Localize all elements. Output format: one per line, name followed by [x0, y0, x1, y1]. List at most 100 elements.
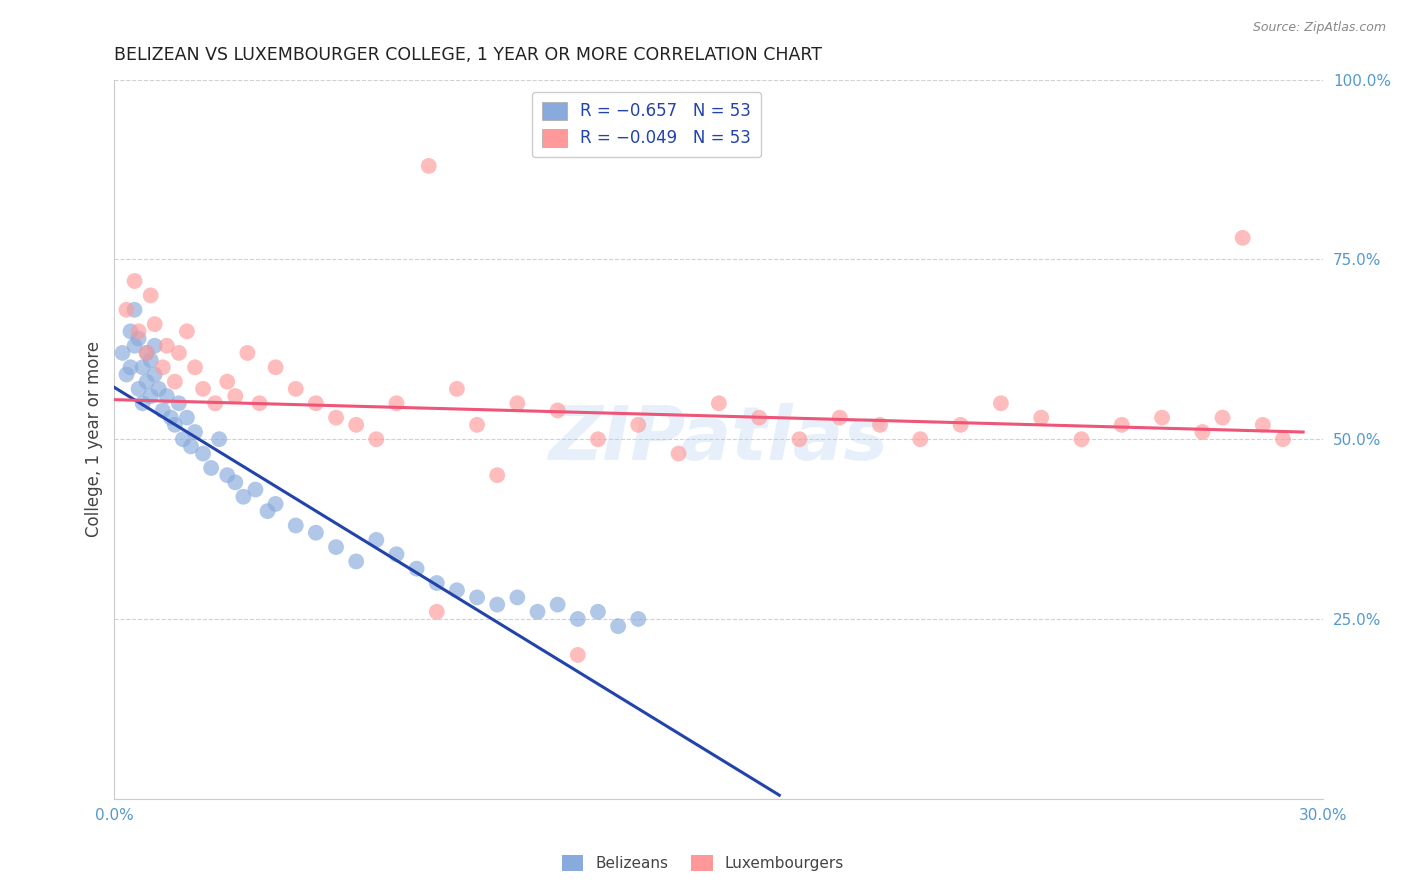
Point — [567, 612, 589, 626]
Point — [180, 439, 202, 453]
Text: ZIPatlas: ZIPatlas — [548, 402, 889, 475]
Point — [139, 389, 162, 403]
Point — [990, 396, 1012, 410]
Legend: Belizeans, Luxembourgers: Belizeans, Luxembourgers — [555, 849, 851, 877]
Point — [385, 396, 408, 410]
Point — [135, 346, 157, 360]
Point — [163, 375, 186, 389]
Point — [131, 396, 153, 410]
Point — [385, 547, 408, 561]
Point — [128, 324, 150, 338]
Point — [167, 346, 190, 360]
Point — [224, 389, 246, 403]
Point — [607, 619, 630, 633]
Point — [156, 389, 179, 403]
Point — [135, 375, 157, 389]
Point — [344, 554, 367, 568]
Y-axis label: College, 1 year or more: College, 1 year or more — [86, 341, 103, 537]
Point — [208, 432, 231, 446]
Point — [176, 324, 198, 338]
Legend: R = −0.657   N = 53, R = −0.049   N = 53: R = −0.657 N = 53, R = −0.049 N = 53 — [531, 92, 761, 157]
Point — [668, 447, 690, 461]
Point — [159, 410, 181, 425]
Point — [143, 368, 166, 382]
Point — [232, 490, 254, 504]
Point — [152, 360, 174, 375]
Point — [910, 432, 932, 446]
Point — [124, 339, 146, 353]
Point — [128, 332, 150, 346]
Point — [184, 360, 207, 375]
Point — [1251, 417, 1274, 432]
Point — [200, 461, 222, 475]
Point — [949, 417, 972, 432]
Point — [567, 648, 589, 662]
Point — [586, 432, 609, 446]
Point — [586, 605, 609, 619]
Point — [465, 591, 488, 605]
Point — [135, 346, 157, 360]
Point — [1212, 410, 1234, 425]
Point — [486, 468, 509, 483]
Point — [120, 360, 142, 375]
Point — [124, 274, 146, 288]
Point — [789, 432, 811, 446]
Point — [124, 302, 146, 317]
Point — [1191, 425, 1213, 439]
Point — [284, 518, 307, 533]
Point — [224, 475, 246, 490]
Point — [176, 410, 198, 425]
Point — [486, 598, 509, 612]
Point — [325, 410, 347, 425]
Point — [506, 591, 529, 605]
Point — [217, 468, 239, 483]
Point — [236, 346, 259, 360]
Point — [148, 382, 170, 396]
Point — [172, 432, 194, 446]
Point — [1152, 410, 1174, 425]
Point — [1272, 432, 1295, 446]
Point — [366, 533, 388, 547]
Text: Source: ZipAtlas.com: Source: ZipAtlas.com — [1253, 21, 1386, 34]
Point — [426, 576, 449, 591]
Point — [204, 396, 226, 410]
Point — [547, 403, 569, 417]
Point — [163, 417, 186, 432]
Point — [128, 382, 150, 396]
Point — [143, 317, 166, 331]
Point — [245, 483, 267, 497]
Point — [446, 583, 468, 598]
Point — [305, 396, 328, 410]
Point — [152, 403, 174, 417]
Point — [1070, 432, 1092, 446]
Point — [120, 324, 142, 338]
Point — [115, 302, 138, 317]
Point — [115, 368, 138, 382]
Point — [869, 417, 891, 432]
Point — [426, 605, 449, 619]
Point — [526, 605, 548, 619]
Point — [305, 525, 328, 540]
Point — [1031, 410, 1053, 425]
Point — [191, 447, 214, 461]
Point — [506, 396, 529, 410]
Point — [184, 425, 207, 439]
Point — [627, 612, 650, 626]
Point — [344, 417, 367, 432]
Point — [139, 288, 162, 302]
Point — [828, 410, 851, 425]
Point — [131, 360, 153, 375]
Point — [191, 382, 214, 396]
Point — [284, 382, 307, 396]
Point — [264, 497, 287, 511]
Point — [264, 360, 287, 375]
Point — [418, 159, 440, 173]
Point — [256, 504, 278, 518]
Point — [547, 598, 569, 612]
Point — [325, 540, 347, 554]
Point — [465, 417, 488, 432]
Point — [707, 396, 730, 410]
Point — [249, 396, 271, 410]
Point — [217, 375, 239, 389]
Point — [143, 339, 166, 353]
